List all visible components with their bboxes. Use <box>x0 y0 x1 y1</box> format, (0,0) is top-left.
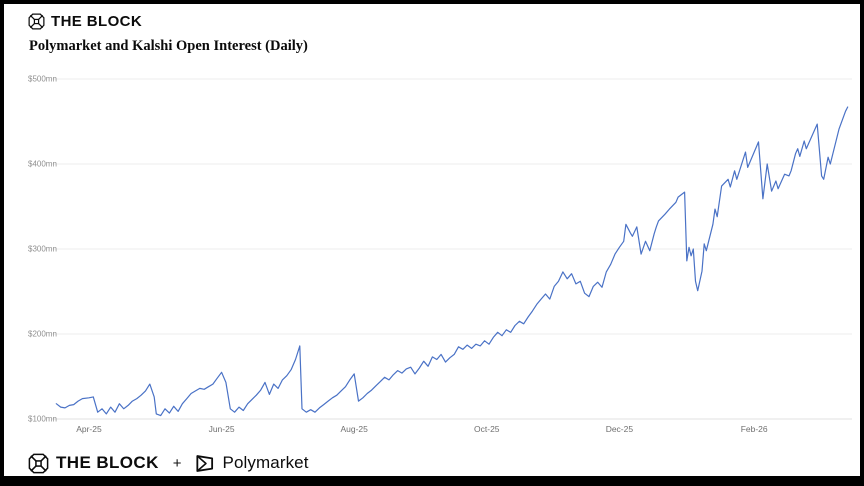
open-interest-chart: $100mn $200mn $300mn $400mn $500mn Apr-25 Jun-… <box>28 70 856 440</box>
y-axis-label: $500mn <box>28 75 57 84</box>
x-axis-label: Dec-25 <box>606 424 634 434</box>
chart-canvas: $100mn $200mn $300mn $400mn $500mn Apr-25 Jun-… <box>28 75 852 434</box>
polymarket-logo: Polymarket <box>194 453 309 474</box>
the-block-logo: THE BLOCK <box>28 13 142 30</box>
the-block-cube-icon <box>28 13 45 30</box>
chart-title: Polymarket and Kalshi Open Interest (Dai… <box>29 38 308 54</box>
the-block-wordmark: THE BLOCK <box>51 13 143 30</box>
x-axis-label: Oct-25 <box>474 424 500 434</box>
x-axis-label: Jun-25 <box>209 424 235 434</box>
open-interest-line <box>55 106 849 417</box>
y-axis-label: $300mn <box>28 245 57 254</box>
y-axis-label: $200mn <box>28 330 57 339</box>
x-axis-label: Apr-25 <box>76 424 102 434</box>
y-axis-label: $100mn <box>28 415 57 424</box>
the-block-cube-icon <box>28 453 49 474</box>
y-axis-label: $400mn <box>28 160 57 169</box>
footer-branding: THE BLOCK + Polymarket <box>28 448 309 478</box>
the-block-wordmark: THE BLOCK <box>56 453 159 472</box>
x-axis-label: Feb-26 <box>741 424 768 434</box>
page: THE BLOCK Polymarket and Kalshi Open Int… <box>4 4 860 476</box>
plus-separator: + <box>172 454 182 472</box>
polymarket-box-icon <box>194 453 215 474</box>
x-axis-label: Aug-25 <box>340 424 368 434</box>
polymarket-wordmark: Polymarket <box>222 453 309 472</box>
